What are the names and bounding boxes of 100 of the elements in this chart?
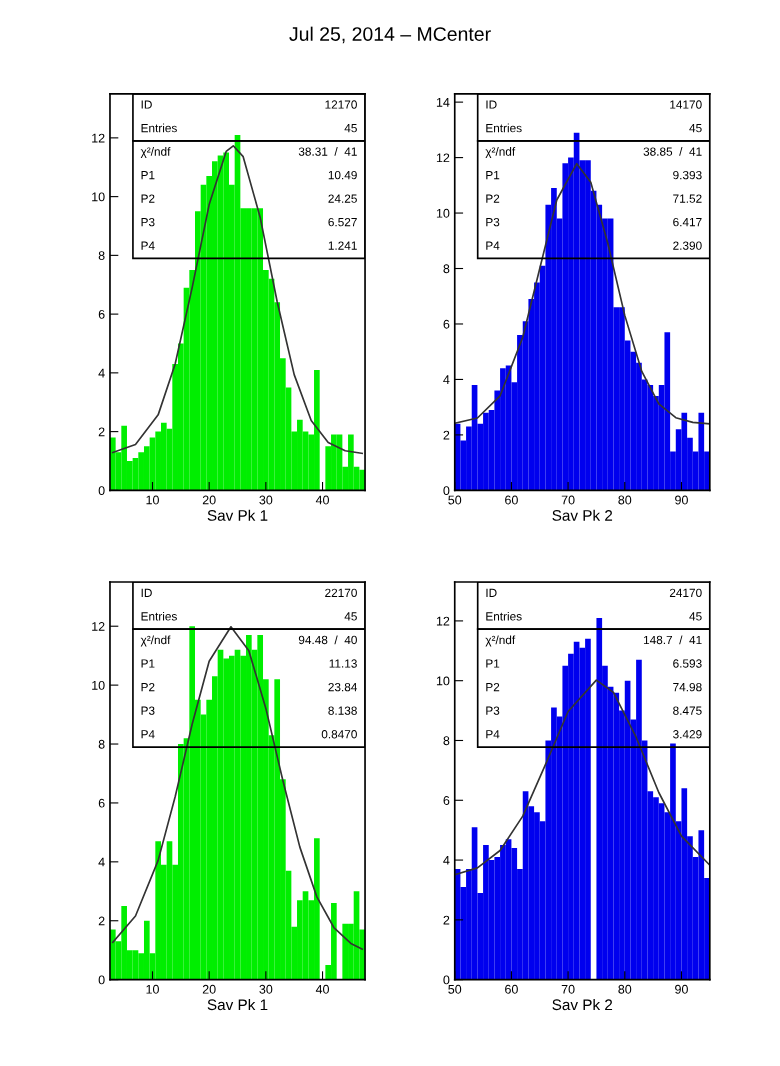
x-tick-label: 60 [505, 495, 518, 505]
y-tick-label: 0 [443, 975, 450, 985]
x-tick-label: 20 [202, 984, 216, 994]
y-tick-label: 10 [92, 192, 105, 202]
y-tick-label: 2 [98, 427, 105, 437]
y-tick-label: 4 [98, 368, 105, 378]
annotation: P4 [486, 730, 500, 739]
annotation: 24.25 [328, 194, 357, 203]
x-tick-label: 70 [561, 984, 575, 994]
x-tick-label: 50 [448, 984, 462, 994]
x-tick-label: 10 [146, 984, 159, 994]
x-tick-label: 70 [561, 495, 575, 505]
annotation: 94.48 / 40 [298, 635, 357, 645]
y-tick-label: 4 [443, 375, 450, 384]
annotation: P2 [486, 194, 500, 203]
y-tick-label: 0 [98, 975, 105, 985]
x-tick-label: 60 [505, 984, 518, 994]
x-tick-label: 30 [259, 984, 273, 994]
y-tick-label: 10 [436, 208, 450, 218]
annotation: χ²/ndf [140, 147, 171, 159]
annotation: P3 [486, 217, 500, 227]
y-tick-label: 4 [98, 857, 105, 867]
annotation: 38.31 / 41 [298, 147, 357, 156]
annotation: 22170 [325, 588, 357, 597]
y-tick-label: 2 [98, 916, 105, 926]
annotation: 6.593 [673, 659, 702, 668]
annotation: 71.52 [673, 194, 702, 203]
y-tick-label: 8 [98, 739, 105, 749]
y-tick-label: 10 [92, 680, 105, 690]
x-tick-label: 50 [448, 495, 462, 505]
x-axis-title: Sav Pk 2 [552, 509, 613, 521]
annotation: P2 [141, 194, 155, 203]
annotation: 11.13 [329, 659, 357, 668]
annotation: 24170 [669, 588, 702, 597]
annotation: 23.84 [328, 682, 358, 692]
y-tick-label: 12 [92, 622, 105, 631]
y-tick-label: 8 [98, 251, 105, 261]
y-tick-label: 8 [443, 736, 450, 746]
annotation: 45 [344, 612, 357, 621]
x-tick-label: 20 [202, 495, 216, 505]
x-tick-label: 40 [315, 984, 329, 994]
annotation: ID [486, 588, 497, 597]
y-tick-label: 12 [436, 153, 450, 163]
y-tick-label: 4 [443, 856, 450, 865]
y-tick-label: 6 [98, 309, 105, 319]
y-tick-label: 0 [98, 486, 105, 496]
annotation: P1 [141, 171, 155, 180]
annotation: 0.8470 [321, 730, 357, 739]
x-tick-label: 90 [675, 495, 688, 505]
y-tick-label: 0 [443, 486, 450, 496]
annotation: 9.393 [673, 170, 702, 180]
annotation: 1.241 [328, 241, 357, 250]
annotation: Entries [486, 123, 522, 133]
annotation: 14170 [670, 100, 702, 109]
x-axis-title: Sav Pk 1 [207, 509, 268, 521]
annotation: P4 [141, 730, 155, 739]
annotation: 3.429 [673, 730, 702, 739]
annotation: 10.49 [328, 170, 357, 180]
y-tick-label: 6 [443, 796, 450, 805]
y-tick-label: 6 [443, 319, 450, 329]
annotation: P1 [141, 659, 155, 668]
annotation: Entries [141, 611, 177, 621]
annotation: ID [141, 100, 152, 109]
y-tick-label: 12 [92, 133, 105, 143]
annotation: P1 [486, 171, 500, 180]
annotation: P3 [486, 706, 500, 715]
annotation: P2 [486, 682, 500, 692]
x-tick-label: 80 [618, 495, 632, 505]
annotation: 6.527 [328, 217, 357, 227]
y-tick-label: 8 [443, 264, 450, 274]
annotation: P3 [141, 217, 155, 227]
annotation: ID [486, 100, 497, 109]
annotation: Entries [486, 611, 522, 621]
annotation: 45 [689, 612, 702, 621]
x-tick-label: 90 [675, 984, 688, 994]
annotation: P4 [141, 241, 155, 250]
annotation: 74.98 [673, 682, 702, 692]
annotation: χ²/ndf [485, 147, 516, 159]
annotation: 2.390 [673, 241, 702, 250]
x-tick-label: 80 [618, 984, 632, 994]
annotation: 8.475 [673, 706, 702, 715]
x-tick-label: 40 [315, 495, 329, 505]
y-tick-label: 2 [443, 915, 450, 925]
annotation: 45 [344, 124, 357, 133]
annotation: χ²/ndf [485, 635, 516, 647]
x-tick-label: 30 [259, 495, 273, 505]
x-axis-title: Sav Pk 2 [552, 998, 613, 1011]
y-tick-label: 2 [443, 430, 450, 440]
y-tick-label: 12 [436, 616, 450, 626]
annotation: 6.417 [673, 217, 702, 227]
y-tick-label: 6 [98, 798, 105, 808]
annotation: 38.85 / 41 [643, 147, 702, 156]
annotation: 12170 [325, 100, 357, 109]
chart-title: Jul 25, 2014 – MCenter [289, 26, 491, 44]
annotation: 8.138 [328, 706, 357, 715]
y-tick-label: 14 [436, 98, 450, 107]
y-tick-label: 10 [436, 676, 450, 686]
x-axis-title: Sav Pk 1 [207, 998, 268, 1011]
annotation: χ²/ndf [140, 635, 171, 647]
annotation: P3 [141, 706, 155, 715]
